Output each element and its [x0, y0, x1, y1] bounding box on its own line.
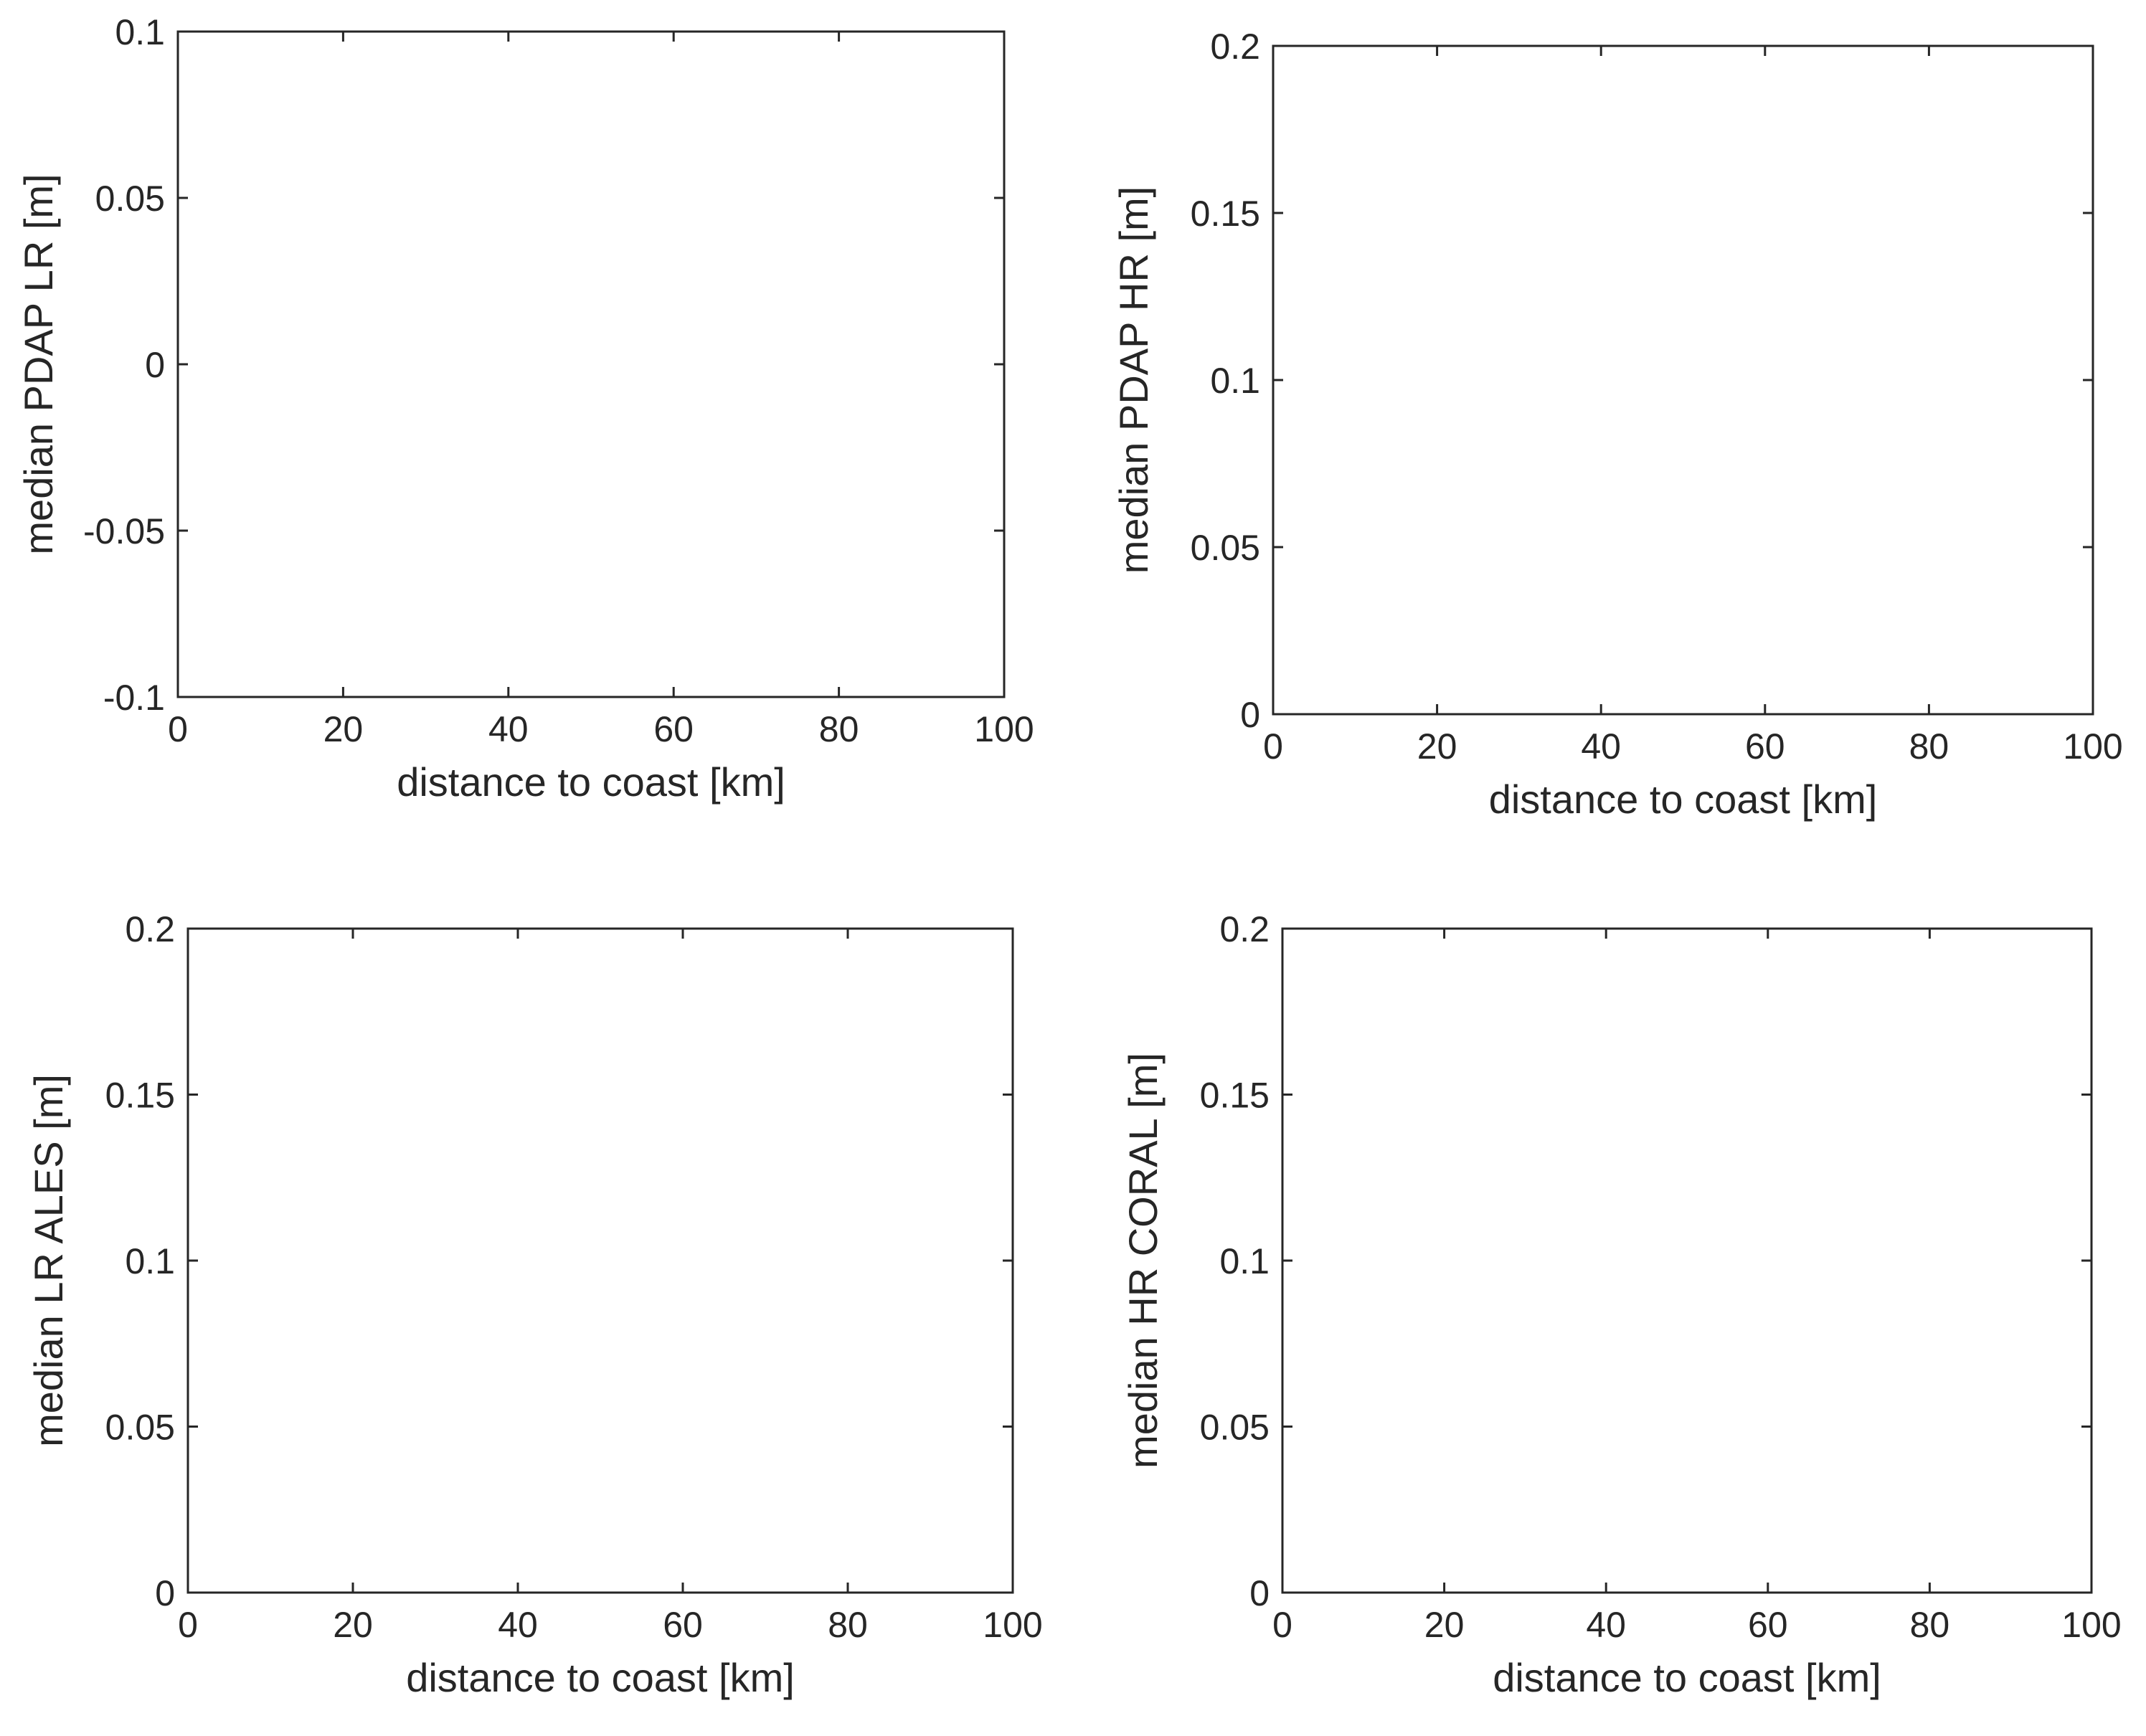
x-axis-label: distance to coast [km] — [397, 759, 785, 805]
x-tick-label: 40 — [1581, 726, 1621, 767]
y-tick-label: -0.1 — [103, 678, 165, 718]
x-tick-label: 100 — [974, 709, 1034, 749]
y-tick-label: 0.1 — [1210, 361, 1260, 401]
y-tick-label: 0.1 — [125, 1241, 175, 1281]
y-tick-label: 0.15 — [105, 1076, 175, 1116]
y-tick-label: 0.15 — [1200, 1076, 1270, 1116]
x-tick-label: 100 — [983, 1605, 1042, 1645]
x-tick-label: 60 — [1748, 1605, 1788, 1645]
x-tick-label: 60 — [663, 1605, 703, 1645]
x-axis-label: distance to coast [km] — [406, 1655, 795, 1700]
axes-frame — [1272, 44, 2094, 716]
axes-frame — [1281, 927, 2093, 1594]
y-tick-label: 0.05 — [95, 179, 165, 219]
x-tick-label: 80 — [828, 1605, 868, 1645]
x-tick-label: 40 — [1586, 1605, 1626, 1645]
y-tick-label: 0 — [155, 1573, 175, 1613]
axes-frame — [176, 30, 1006, 698]
x-tick-label: 0 — [1263, 726, 1283, 767]
y-tick-label: 0.1 — [115, 12, 165, 52]
y-tick-label: 0.15 — [1191, 194, 1260, 234]
y-tick-label: 0.2 — [1219, 909, 1270, 949]
x-tick-label: 80 — [1909, 726, 1949, 767]
y-tick-label: 0 — [1240, 695, 1260, 735]
x-tick-label: 0 — [178, 1605, 198, 1645]
x-tick-label: 60 — [653, 709, 694, 749]
y-tick-label: 0 — [1249, 1573, 1270, 1613]
subplot-pdap-hr: 0 20 40 60 80 100 0 0.05 0.1 0.15 0.2 distance to c… — [1111, 27, 2123, 822]
x-axis-label: distance to coast [km] — [1493, 1655, 1881, 1700]
y-axis-label: median HR CORAL [m] — [1120, 1053, 1166, 1469]
subplot-pdap-lr: 0 20 40 60 80 100 -0.1 -0.05 0 0.05 0.1 distance to… — [16, 12, 1034, 805]
x-tick-label: 60 — [1745, 726, 1785, 767]
x-tick-label: 20 — [1424, 1605, 1465, 1645]
y-tick-label: 0.05 — [1200, 1408, 1270, 1448]
x-tick-label: 40 — [498, 1605, 538, 1645]
y-tick-label: 0.1 — [1219, 1241, 1270, 1281]
x-tick-label: 100 — [2061, 1605, 2121, 1645]
x-tick-label: 80 — [819, 709, 859, 749]
x-tick-label: 20 — [1417, 726, 1457, 767]
x-tick-label: 0 — [1272, 1605, 1292, 1645]
y-tick-label: -0.05 — [83, 511, 165, 551]
x-tick-label: 80 — [1910, 1605, 1950, 1645]
axes-frame — [186, 927, 1014, 1594]
x-tick-label: 40 — [488, 709, 529, 749]
x-tick-label: 100 — [2063, 726, 2122, 767]
subplot-lr-ales: 0 20 40 60 80 100 0 0.05 0.1 0.15 0.2 distance to c… — [26, 909, 1043, 1700]
subplot-hr-coral: 0 20 40 60 80 100 0 0.05 0.1 0.15 0.2 distance to c… — [1120, 909, 2122, 1700]
y-tick-label: 0.05 — [1191, 528, 1260, 568]
x-tick-label: 0 — [168, 709, 188, 749]
y-axis-label: median LR ALES [m] — [26, 1074, 71, 1447]
x-tick-label: 20 — [333, 1605, 373, 1645]
x-tick-label: 20 — [323, 709, 364, 749]
y-axis-label: median PDAP LR [m] — [16, 174, 61, 554]
y-tick-label: 0.2 — [125, 909, 175, 949]
y-tick-label: 0.05 — [105, 1408, 175, 1448]
y-tick-label: 0.2 — [1210, 27, 1260, 67]
y-tick-label: 0 — [145, 345, 165, 385]
x-axis-label: distance to coast [km] — [1489, 777, 1878, 822]
y-axis-label: median PDAP HR [m] — [1111, 186, 1156, 574]
